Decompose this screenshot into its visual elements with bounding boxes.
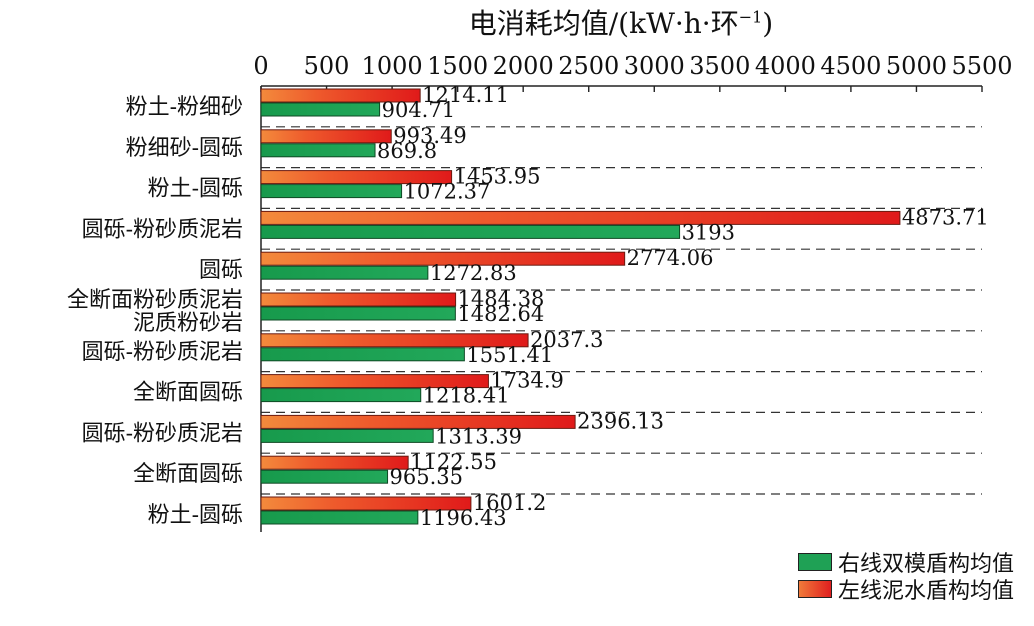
bar-left-line bbox=[260, 374, 489, 389]
data-label-left-line: 1601.2 bbox=[473, 491, 546, 515]
bar-right-line bbox=[260, 347, 465, 362]
data-label-right-line: 1313.39 bbox=[435, 424, 522, 448]
data-label-left-line: 4873.71 bbox=[902, 205, 989, 229]
x-tick-label: 1500 bbox=[427, 52, 488, 80]
data-label-left-line: 1734.9 bbox=[490, 369, 563, 393]
x-tick-label: 4500 bbox=[820, 52, 881, 80]
x-tick-label: 3500 bbox=[689, 52, 750, 80]
category-label: 圆砾-粉砂质泥岩 bbox=[82, 340, 243, 365]
data-label-left-line: 1484.38 bbox=[458, 287, 545, 311]
bar-left-line bbox=[260, 88, 421, 103]
data-label-right-line: 1482.64 bbox=[457, 302, 544, 326]
data-label-right-line: 3193 bbox=[682, 220, 735, 244]
data-label-left-line: 2396.13 bbox=[577, 409, 664, 433]
bar-right-line bbox=[260, 428, 434, 443]
data-label-right-line: 1072.37 bbox=[404, 180, 491, 204]
bar-left-line bbox=[260, 496, 472, 511]
x-tick-label: 2500 bbox=[558, 52, 619, 80]
bar-right-line bbox=[260, 469, 389, 484]
data-label-left-line: 1214.11 bbox=[422, 83, 509, 107]
chart-title: 电消耗均值/(kW·h·环−1) bbox=[468, 7, 774, 40]
bar-left-line bbox=[260, 251, 626, 266]
category-label: 全断面圆砾 bbox=[133, 462, 243, 487]
x-tick-label: 1000 bbox=[362, 52, 423, 80]
bar-right-line bbox=[260, 224, 681, 239]
legend-label-left-line: 左线泥水盾构均值 bbox=[837, 578, 1014, 604]
legend-item-left-line: 左线泥水盾构均值 bbox=[797, 575, 1014, 604]
category-label: 全断面圆砾 bbox=[133, 381, 243, 406]
category-label: 圆砾-粉砂质泥岩 bbox=[82, 217, 243, 242]
category-label: 粉土-圆砾 bbox=[148, 177, 243, 202]
category-label: 粉土-圆砾 bbox=[148, 503, 243, 528]
legend: 右线双模盾构均值 左线泥水盾构均值 bbox=[797, 548, 1014, 604]
bar-right-line bbox=[260, 306, 456, 321]
legend-swatch-red bbox=[797, 579, 832, 598]
category-label: 圆砾 bbox=[199, 258, 243, 283]
category-label: 粉细砂-圆砾 bbox=[126, 136, 243, 161]
category-label: 圆砾-粉砂质泥岩 bbox=[82, 421, 243, 446]
x-tick-label: 4000 bbox=[755, 52, 816, 80]
bar-left-line bbox=[260, 455, 409, 470]
x-tick-label: 2000 bbox=[493, 52, 554, 80]
data-label-right-line: 965.35 bbox=[390, 465, 463, 489]
data-label-left-line: 2774.06 bbox=[627, 246, 714, 270]
data-label-left-line: 2037.3 bbox=[530, 328, 603, 352]
x-tick-label: 0 bbox=[253, 52, 268, 80]
legend-swatch-green bbox=[797, 552, 832, 571]
category-label: 粉土-粉细砂 bbox=[126, 95, 243, 120]
data-label-right-line: 1196.43 bbox=[420, 506, 507, 530]
bar-left-line bbox=[260, 210, 901, 225]
bar-left-line bbox=[260, 333, 529, 348]
x-tick-label: 5500 bbox=[951, 52, 1012, 80]
data-label-right-line: 1551.41 bbox=[466, 343, 553, 367]
data-label-left-line: 1453.95 bbox=[454, 165, 541, 189]
bar-right-line bbox=[260, 143, 376, 158]
bar-left-line bbox=[260, 292, 457, 307]
bar-right-line bbox=[260, 184, 403, 199]
bar-left-line bbox=[260, 414, 576, 429]
data-label-right-line: 904.71 bbox=[382, 98, 455, 122]
category-label: 全断面粉砂质泥岩 bbox=[67, 288, 243, 313]
data-label-right-line: 869.8 bbox=[377, 139, 437, 163]
category-sublabel: 泥质粉砂岩 bbox=[133, 311, 243, 336]
legend-label-right-line: 右线双模盾构均值 bbox=[837, 551, 1014, 577]
x-tick-label: 3000 bbox=[624, 52, 685, 80]
bar-right-line bbox=[260, 388, 422, 403]
bar-right-line bbox=[260, 102, 381, 117]
data-label-left-line: 993.49 bbox=[393, 124, 466, 148]
data-label-right-line: 1272.83 bbox=[430, 261, 517, 285]
legend-item-right-line: 右线双模盾构均值 bbox=[797, 548, 1014, 577]
x-tick-label: 500 bbox=[304, 52, 350, 80]
data-label-left-line: 1122.55 bbox=[410, 450, 497, 474]
x-tick-label: 5000 bbox=[886, 52, 947, 80]
bar-right-line bbox=[260, 265, 429, 280]
data-label-right-line: 1218.41 bbox=[423, 384, 510, 408]
bar-right-line bbox=[260, 510, 419, 525]
bar-left-line bbox=[260, 170, 453, 185]
bar-left-line bbox=[260, 129, 392, 144]
